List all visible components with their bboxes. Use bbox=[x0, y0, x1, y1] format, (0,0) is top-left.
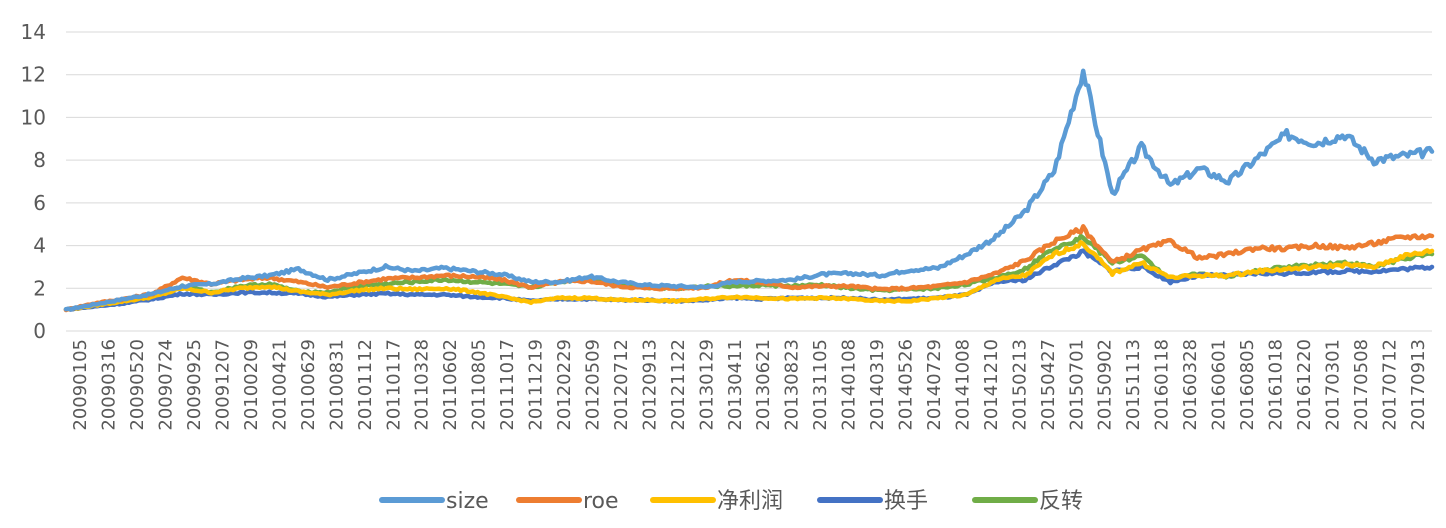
y-tick-label: 6 bbox=[33, 191, 46, 215]
y-axis-ticks: 0 2 4 6 8 10 12 14 bbox=[21, 20, 46, 343]
series-lines bbox=[63, 68, 1435, 313]
x-tick-label: 20160328 bbox=[1180, 339, 1201, 431]
x-tick-label: 20140108 bbox=[839, 339, 860, 431]
y-tick-label: 10 bbox=[21, 105, 46, 129]
x-tick-label: 20090925 bbox=[184, 339, 205, 431]
legend-label: 换手 bbox=[884, 489, 928, 514]
x-tick-label: 20110117 bbox=[383, 339, 404, 431]
legend-label: 净利润 bbox=[717, 489, 783, 514]
x-axis-ticks: 20090105 20090316 20090520 20090724 20090925… bbox=[70, 339, 1429, 431]
x-tick-label: 20170913 bbox=[1408, 339, 1429, 431]
x-tick-label: 20110602 bbox=[440, 339, 461, 431]
x-tick-label: 20101112 bbox=[355, 339, 376, 431]
x-tick-label: 20111017 bbox=[497, 339, 518, 431]
legend-label: roe bbox=[583, 489, 619, 514]
x-tick-label: 20160805 bbox=[1237, 339, 1258, 431]
x-tick-label: 20091207 bbox=[213, 339, 234, 431]
legend-label: 反转 bbox=[1039, 489, 1083, 514]
x-tick-label: 20140729 bbox=[924, 339, 945, 431]
y-tick-label: 8 bbox=[33, 148, 46, 172]
x-tick-label: 20160118 bbox=[1152, 339, 1173, 431]
series-line-0 bbox=[63, 68, 1435, 312]
x-tick-label: 20110328 bbox=[412, 339, 433, 431]
x-tick-label: 20141008 bbox=[952, 339, 973, 431]
x-tick-label: 20130621 bbox=[753, 339, 774, 431]
x-tick-label: 20111219 bbox=[526, 339, 547, 431]
x-tick-label: 20170712 bbox=[1379, 339, 1400, 431]
x-tick-label: 20170301 bbox=[1322, 339, 1343, 431]
x-tick-label: 20160601 bbox=[1209, 339, 1230, 431]
x-tick-label: 20150213 bbox=[1009, 339, 1030, 431]
y-tick-label: 4 bbox=[33, 234, 46, 258]
x-tick-label: 20090520 bbox=[127, 339, 148, 431]
x-tick-label: 20130129 bbox=[696, 339, 717, 431]
x-tick-label: 20140526 bbox=[896, 339, 917, 431]
x-tick-label: 20120712 bbox=[611, 339, 632, 431]
x-tick-label: 20121122 bbox=[668, 339, 689, 431]
x-tick-label: 20131105 bbox=[810, 339, 831, 431]
x-tick-label: 20130823 bbox=[782, 339, 803, 431]
x-tick-label: 20140319 bbox=[867, 339, 888, 431]
x-tick-label: 20120509 bbox=[582, 339, 603, 431]
x-tick-label: 20100421 bbox=[269, 339, 290, 431]
x-tick-label: 20090105 bbox=[70, 339, 91, 431]
x-tick-label: 20100209 bbox=[241, 339, 262, 431]
x-tick-label: 20100831 bbox=[326, 339, 347, 431]
legend: size roe 净利润 换手 反转 bbox=[379, 489, 1083, 514]
x-tick-label: 20170508 bbox=[1351, 339, 1372, 431]
x-tick-label: 20090724 bbox=[156, 339, 177, 431]
x-tick-label: 20090316 bbox=[99, 339, 120, 431]
x-tick-label: 20151113 bbox=[1123, 339, 1144, 431]
x-tick-label: 20161220 bbox=[1294, 339, 1315, 431]
x-tick-label: 20110805 bbox=[469, 339, 490, 431]
x-tick-label: 20150701 bbox=[1066, 339, 1087, 431]
series-line-2 bbox=[63, 240, 1435, 313]
legend-label: size bbox=[446, 489, 489, 514]
x-tick-label: 20150427 bbox=[1038, 339, 1059, 431]
y-tick-label: 2 bbox=[33, 276, 46, 300]
x-tick-label: 20150902 bbox=[1095, 339, 1116, 431]
x-tick-label: 20141210 bbox=[981, 339, 1002, 431]
x-tick-label: 20161018 bbox=[1265, 339, 1286, 431]
x-tick-label: 20120913 bbox=[639, 339, 660, 431]
x-tick-label: 20130411 bbox=[725, 339, 746, 431]
y-tick-label: 0 bbox=[33, 319, 46, 343]
x-tick-label: 20120229 bbox=[554, 339, 575, 431]
y-tick-label: 14 bbox=[21, 20, 46, 44]
x-tick-label: 20100629 bbox=[298, 339, 319, 431]
y-tick-label: 12 bbox=[21, 63, 46, 87]
